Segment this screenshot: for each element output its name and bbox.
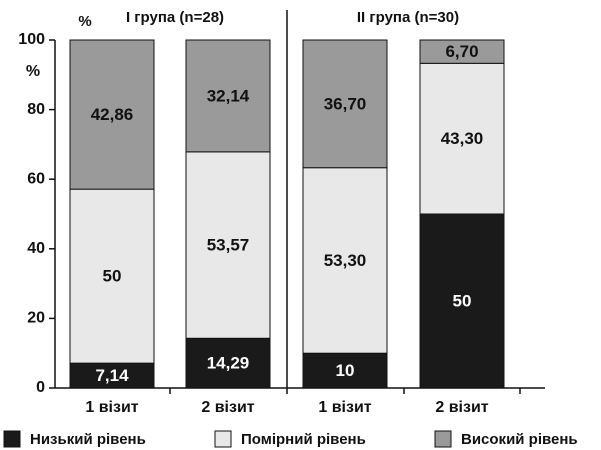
y-tick-label: 0 bbox=[36, 379, 45, 396]
bar-segment bbox=[419, 39, 505, 64]
legend-swatch bbox=[434, 430, 452, 448]
value-label: 53,30 bbox=[324, 251, 367, 270]
bar-segment bbox=[185, 39, 271, 153]
legend-label: Високий рівень bbox=[461, 431, 578, 448]
value-label: 50 bbox=[103, 267, 122, 286]
y-unit-label: % bbox=[26, 63, 40, 80]
bar-segment bbox=[302, 39, 388, 169]
bar-segment bbox=[185, 337, 271, 389]
value-label: 50 bbox=[453, 291, 472, 310]
value-label: 6,70 bbox=[445, 42, 478, 61]
legend-swatch bbox=[3, 430, 21, 448]
bar-segment bbox=[419, 213, 505, 389]
y-tick-label: 100 bbox=[18, 31, 45, 48]
value-label: 53,57 bbox=[207, 236, 250, 255]
y-unit-label: % bbox=[78, 13, 91, 30]
value-label: 32,14 bbox=[207, 86, 250, 105]
group-label: II група (n=30) bbox=[357, 9, 459, 26]
bar-segment bbox=[185, 151, 271, 339]
y-tick-label: 20 bbox=[27, 310, 45, 327]
bar-segment bbox=[69, 362, 155, 389]
value-label: 14,29 bbox=[207, 354, 250, 373]
legend-label: Низький рівень bbox=[30, 431, 146, 448]
bar-segment bbox=[69, 39, 155, 190]
value-label: 36,70 bbox=[324, 94, 367, 113]
value-label: 42,86 bbox=[91, 105, 134, 124]
y-tick-label: 80 bbox=[27, 101, 45, 118]
legend-label: Помірний рівень bbox=[241, 431, 366, 448]
bar-segment bbox=[69, 188, 155, 364]
bar-segment bbox=[302, 352, 388, 389]
group-label: I група (n=28) bbox=[126, 9, 224, 26]
x-tick-label: 1 візит bbox=[318, 399, 371, 416]
value-label: 43,30 bbox=[441, 129, 484, 148]
x-tick-label: 2 візит bbox=[201, 399, 254, 416]
bar-segment bbox=[302, 167, 388, 354]
y-tick-label: 60 bbox=[27, 170, 45, 187]
value-label: 10 bbox=[336, 361, 355, 380]
legend-swatch bbox=[214, 430, 232, 448]
y-tick-label: 40 bbox=[27, 240, 45, 257]
x-tick-label: 1 візит bbox=[85, 399, 138, 416]
value-label: 7,14 bbox=[95, 366, 129, 385]
x-tick-label: 2 візит bbox=[435, 399, 488, 416]
